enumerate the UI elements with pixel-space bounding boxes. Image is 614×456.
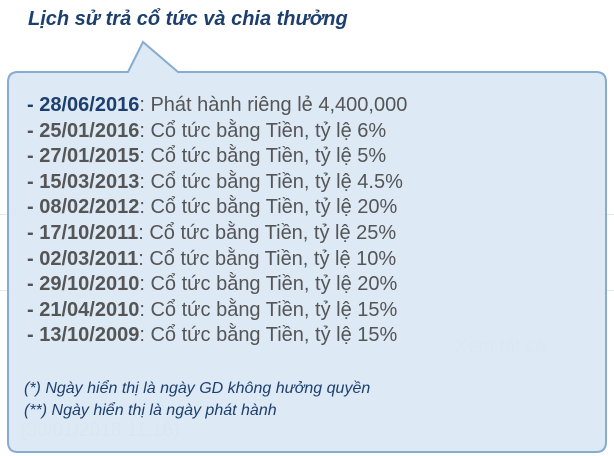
item-detail: : Cổ tức bằng Tiền, tỷ lệ 4.5% [139,170,403,193]
title: Lịch sử trả cổ tức và chia thưởng [28,8,348,30]
item-date: - 28/06/2016 [27,94,140,116]
dividend-item: - 21/04/2010: Cổ tức bằng Tiền, tỷ lệ 15… [27,298,407,324]
item-date: - 15/03/2013 [27,170,140,193]
item-date: - 02/03/2011 [27,247,139,270]
dividend-item: - 13/10/2009: Cổ tức bằng Tiền, tỷ lệ 15… [27,323,407,349]
item-detail: : Cổ tức bằng Tiền, tỷ lệ 6% [139,119,387,142]
notes: (*) Ngày hiển thị là ngày GD không hưởng… [24,378,370,422]
item-detail: : Phát hành riêng lẻ 4,400,000 [139,94,408,116]
dividend-item: - 29/10/2010: Cổ tức bằng Tiền, tỷ lệ 20… [27,272,407,298]
item-detail: : Cổ tức bằng Tiền, tỷ lệ 20% [139,196,398,219]
dividend-item: - 25/01/2016: Cổ tức bằng Tiền, tỷ lệ 6% [27,119,407,145]
item-detail: : Cổ tức bằng Tiền, tỷ lệ 25% [138,221,397,244]
note: (**) Ngày hiển thị là ngày phát hành [24,402,277,419]
item-detail: : Cổ tức bằng Tiền, tỷ lệ 5% [139,145,387,168]
dividend-item: - 08/02/2012: Cổ tức bằng Tiền, tỷ lệ 20… [27,195,407,221]
dividend-item: - 15/03/2013: Cổ tức bằng Tiền, tỷ lệ 4.… [27,170,407,196]
dividend-list: - 28/06/2016: Phát hành riêng lẻ 4,400,0… [27,93,407,349]
item-date: - 29/10/2010 [27,273,140,296]
item-date: - 25/01/2016 [27,119,140,142]
item-detail: : Cổ tức bằng Tiền, tỷ lệ 15% [139,298,398,321]
note: (*) Ngày hiển thị là ngày GD không hưởng… [24,380,371,397]
dividend-item: - 17/10/2011: Cổ tức bằng Tiền, tỷ lệ 25… [27,221,407,247]
item-detail: : Cổ tức bằng Tiền, tỷ lệ 15% [139,324,398,347]
item-date: - 21/04/2010 [27,298,140,321]
dividend-item: - 28/06/2016: Phát hành riêng lẻ 4,400,0… [27,93,407,119]
item-detail: : Cổ tức bằng Tiền, tỷ lệ 20% [139,273,398,296]
item-date: - 13/10/2009 [27,324,140,347]
tooltip-shape [7,40,607,453]
item-date: - 17/10/2011 [27,221,139,244]
dividend-item: - 02/03/2011: Cổ tức bằng Tiền, tỷ lệ 10… [27,247,407,273]
item-detail: : Cổ tức bằng Tiền, tỷ lệ 10% [138,247,397,270]
item-date: - 08/02/2012 [27,196,140,219]
dividend-item: - 27/01/2015: Cổ tức bằng Tiền, tỷ lệ 5% [27,144,407,170]
item-date: - 27/01/2015 [27,145,140,168]
